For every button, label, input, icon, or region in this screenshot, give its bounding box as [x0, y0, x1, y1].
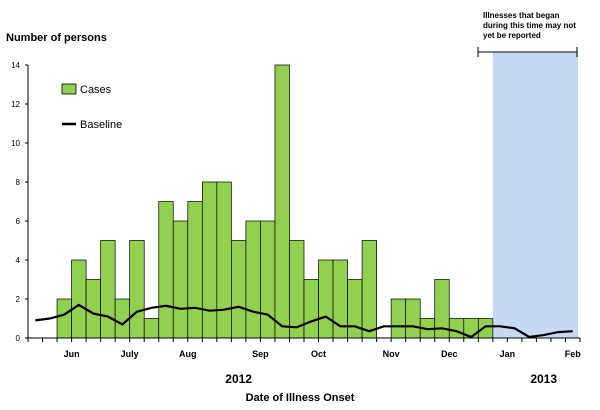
- case-bar: [260, 220, 276, 339]
- case-bar: [129, 240, 145, 339]
- baseline-line: [35, 303, 573, 339]
- month-label: Sep: [252, 349, 269, 359]
- legend: Cases Baseline: [61, 83, 122, 131]
- case-bar: [390, 298, 407, 339]
- legend-cases-label: Cases: [80, 84, 112, 96]
- case-bar: [100, 240, 116, 339]
- month-label: Nov: [383, 349, 400, 359]
- note-line-3: yet be reported: [483, 31, 541, 40]
- case-bar: [448, 318, 465, 339]
- month-label: Jun: [64, 349, 80, 359]
- month-label: Oct: [311, 349, 326, 359]
- case-bar: [71, 259, 87, 339]
- case-bar: [477, 318, 494, 339]
- y-tick-label: 12: [11, 100, 20, 109]
- case-bar: [303, 279, 319, 339]
- case-bar: [172, 220, 189, 339]
- reporting-delay-note: Illnesses that began during this time ma…: [477, 11, 578, 57]
- year-label: 2013: [530, 372, 557, 386]
- month-label: Jan: [500, 349, 516, 359]
- case-bar: [289, 240, 305, 339]
- case-bar: [201, 181, 218, 339]
- case-bar: [274, 64, 290, 339]
- month-label: Aug: [179, 349, 197, 359]
- case-bar: [158, 201, 174, 339]
- legend-cases-swatch: [61, 83, 77, 95]
- month-label: Dec: [441, 349, 458, 359]
- case-bar: [216, 181, 232, 339]
- y-axis-title: Number of persons: [6, 32, 107, 44]
- legend-baseline-label: Baseline: [80, 119, 122, 131]
- year-labels: 2012 2013: [225, 372, 557, 386]
- month-label: Feb: [565, 349, 582, 359]
- case-bar: [361, 240, 377, 339]
- y-axis-ticks: 0 2 4 6 8 10 12 14: [11, 61, 581, 343]
- case-bar: [56, 298, 72, 339]
- case-bars: [56, 64, 494, 339]
- case-bar: [231, 240, 247, 339]
- y-tick-label: 4: [16, 256, 21, 265]
- month-label: July: [121, 349, 139, 359]
- note-line-2: during this time may not: [483, 21, 576, 30]
- y-tick-label: 2: [16, 295, 21, 304]
- year-label: 2012: [225, 372, 252, 386]
- y-tick-label: 10: [11, 139, 20, 148]
- reporting-delay-region: [492, 52, 578, 338]
- y-tick-label: 0: [16, 334, 21, 343]
- case-bar: [85, 279, 101, 339]
- note-line-1: Illnesses that began: [483, 11, 560, 20]
- case-bar: [187, 201, 203, 339]
- case-bar: [405, 298, 421, 339]
- y-tick-label: 6: [16, 217, 21, 226]
- case-bar: [143, 318, 160, 339]
- y-tick-label: 8: [16, 178, 21, 187]
- y-tick-label: 14: [11, 61, 20, 70]
- case-bar: [245, 220, 261, 339]
- case-bar: [318, 259, 334, 339]
- month-labels: Jun July Aug Sep Oct Nov Dec Jan Feb: [64, 349, 582, 359]
- x-axis-title: Date of Illness Onset: [246, 392, 355, 404]
- case-bar: [347, 279, 363, 339]
